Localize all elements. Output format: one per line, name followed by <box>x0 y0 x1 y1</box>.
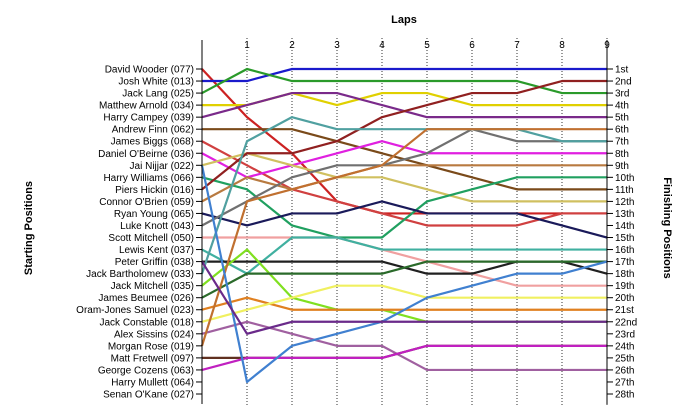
series-line-20 <box>201 260 607 299</box>
start-label: Oram-Jones Samuel (023) <box>76 305 194 316</box>
x-tick-labels: 1 2 3 4 5 6 7 8 9 <box>244 40 610 51</box>
finish-label: 28th <box>615 390 634 401</box>
finish-position-labels: 1st2nd3rd4th5th6th7th8th9th10th11th12th1… <box>615 65 637 401</box>
x-tick-label: 4 <box>379 40 385 51</box>
start-label: James Biggs (068) <box>111 137 194 148</box>
series-line-15 <box>202 236 607 287</box>
finish-label: 3rd <box>615 89 629 100</box>
start-label: David Wooder (077) <box>105 65 194 76</box>
start-label: Alex Sissins (024) <box>114 329 194 340</box>
start-label: Ryan Young (065) <box>114 209 194 220</box>
series-line-16 <box>201 236 607 275</box>
finish-label: 18th <box>615 269 634 280</box>
finish-label: 2nd <box>615 77 632 88</box>
x-tick-label: 7 <box>514 40 520 51</box>
series-line-9 <box>201 152 607 203</box>
start-label: Harry Campey (039) <box>103 113 194 124</box>
series-line-13 <box>201 200 608 239</box>
series-line-1 <box>201 68 607 215</box>
finish-label: 14th <box>615 221 634 232</box>
finish-label: 27th <box>615 377 634 388</box>
series-line-24 <box>200 128 607 347</box>
finish-label: 5th <box>615 113 629 124</box>
finish-label: 24th <box>615 341 634 352</box>
start-label: Matthew Arnold (034) <box>99 101 194 112</box>
finish-label: 13th <box>615 209 634 220</box>
start-label: Jai Nijjar (022) <box>130 161 194 172</box>
series-line-27 <box>200 165 608 384</box>
axes <box>196 40 613 404</box>
start-label: Jack Mitchell (035) <box>111 281 194 292</box>
series-lines <box>200 67 608 384</box>
start-label: James Beumee (026) <box>98 293 194 304</box>
start-label: Daniel O'Beirne (036) <box>98 149 194 160</box>
series-line-11 <box>201 79 607 191</box>
series-line-22 <box>201 284 607 323</box>
start-label: Josh White (013) <box>118 77 194 88</box>
start-label: Peter Griffin (038) <box>115 257 194 268</box>
start-label: Piers Hickin (016) <box>115 185 194 196</box>
finish-label: 9th <box>615 161 629 172</box>
x-tick-label: 6 <box>469 40 475 51</box>
finish-label: 22nd <box>615 317 637 328</box>
start-label: Morgan Rose (019) <box>108 341 194 352</box>
x-tick-label: 2 <box>289 40 295 51</box>
finish-label: 15th <box>615 233 634 244</box>
x-tick-label: 1 <box>244 40 250 51</box>
series-line-14 <box>201 128 607 227</box>
start-label: Jack Bartholomew (033) <box>86 269 194 280</box>
finish-label: 7th <box>615 137 629 148</box>
x-tick-label: 5 <box>424 40 430 51</box>
finish-label: 4th <box>615 101 629 112</box>
start-label: Luke Knott (043) <box>120 221 194 232</box>
y-axis-label-left: Starting Positions <box>23 181 35 275</box>
finish-label: 6th <box>615 125 629 136</box>
finish-label: 12th <box>615 197 634 208</box>
start-label: George Cozens (063) <box>98 365 194 376</box>
start-label: Lewis Kent (037) <box>119 245 194 256</box>
finish-label: 23rd <box>615 329 635 340</box>
finish-label: 26th <box>615 365 634 376</box>
finish-label: 21st <box>615 305 634 316</box>
series-line-28 <box>201 261 607 335</box>
finish-label: 17th <box>615 257 634 268</box>
start-position-labels: David Wooder (077)Josh White (013)Jack L… <box>76 65 194 401</box>
chart-title: Laps <box>391 14 417 26</box>
finish-label: 8th <box>615 149 629 160</box>
finish-label: 19th <box>615 281 634 292</box>
series-line-12 <box>201 164 607 203</box>
finish-label: 1st <box>615 65 629 76</box>
start-label: Senan O'Kane (027) <box>103 390 194 401</box>
finish-label: 20th <box>615 293 634 304</box>
start-label: Connor O'Brien (059) <box>99 197 194 208</box>
finish-label: 25th <box>615 353 634 364</box>
x-tick-label: 3 <box>334 40 340 51</box>
finish-label: 11th <box>615 185 634 196</box>
start-label: Harry Mullett (064) <box>111 377 194 388</box>
x-tick-label: 9 <box>604 40 610 51</box>
series-line-10 <box>201 176 607 239</box>
series-line-26 <box>201 344 607 371</box>
y-axis-label-right: Finishing Positions <box>661 177 673 278</box>
start-label: Matt Fretwell (097) <box>111 353 194 364</box>
start-label: Jack Constable (018) <box>100 317 195 328</box>
start-label: Andrew Finn (062) <box>112 125 194 136</box>
finish-label: 10th <box>615 173 634 184</box>
x-tick-label: 8 <box>559 40 565 51</box>
finish-label: 16th <box>615 245 634 256</box>
start-label: Jack Lang (025) <box>122 89 194 100</box>
series-line-18 <box>200 116 607 274</box>
start-label: Scott Mitchell (050) <box>108 233 194 244</box>
start-label: Harry Williams (066) <box>103 173 194 184</box>
